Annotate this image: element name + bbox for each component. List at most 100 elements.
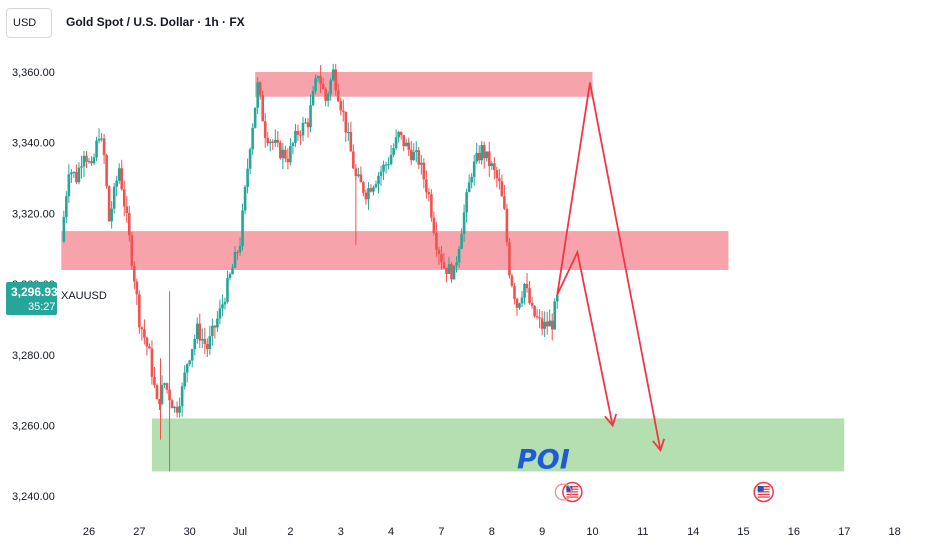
candle-body [178, 406, 181, 413]
time-tick-label: 9 [539, 526, 545, 538]
candle [236, 249, 239, 260]
candle-body [500, 181, 504, 197]
candle-body [321, 83, 325, 90]
price-tick-label: 3,340.00 [12, 138, 55, 150]
poi-label: POI [517, 444, 570, 475]
candle-body [414, 150, 418, 152]
candle [243, 184, 247, 215]
candle-body [105, 155, 108, 187]
candle [480, 141, 484, 165]
candle-body [289, 146, 292, 163]
candle-body [263, 121, 267, 139]
candle [324, 87, 327, 107]
candle [170, 398, 174, 409]
candle [148, 343, 151, 349]
candle [394, 129, 398, 151]
candle-body [200, 338, 204, 341]
candle [276, 131, 280, 148]
candle [382, 160, 385, 180]
candle [309, 94, 312, 133]
candle-body [133, 265, 136, 282]
candle-body [286, 158, 290, 163]
candle [306, 118, 310, 138]
candle [314, 74, 317, 94]
candle-body [75, 172, 78, 183]
candle [427, 188, 431, 202]
arrows-layer [556, 82, 665, 453]
candles-layer [62, 63, 559, 472]
candle [432, 211, 436, 236]
candle [92, 153, 96, 165]
candle [339, 97, 343, 116]
candle-body [379, 171, 383, 176]
candle [273, 129, 277, 148]
candle-body [450, 264, 453, 280]
candle-body [404, 142, 408, 147]
candle-body [243, 186, 247, 211]
candle [188, 359, 191, 367]
candle [397, 130, 400, 143]
candle-body [412, 151, 416, 161]
candle-body [241, 210, 244, 246]
candle-body [92, 157, 96, 164]
candle-body [525, 283, 529, 289]
price-axis[interactable]: 3,360.003,340.003,320.003,300.003,280.00… [12, 67, 55, 503]
candle-body [110, 208, 113, 222]
candle-body [195, 323, 199, 339]
candle [97, 128, 101, 144]
candle-body [384, 164, 388, 166]
candle [233, 246, 237, 269]
candle-body [306, 122, 310, 128]
candle-body [125, 206, 129, 214]
candle-body [339, 101, 343, 111]
candle-body [518, 303, 521, 308]
candle [540, 310, 544, 336]
candle-body [226, 278, 229, 302]
candle-body [153, 376, 156, 386]
projection-arrow-1 [556, 82, 662, 451]
candle [417, 146, 421, 170]
flag-stripe [566, 496, 579, 498]
candle-body [397, 132, 400, 138]
flag-stripe [566, 493, 579, 496]
candle-body [319, 76, 322, 84]
candle [145, 336, 149, 356]
candle-body [540, 318, 544, 329]
candle-body [77, 167, 81, 183]
candle [409, 140, 413, 165]
candle-body [530, 302, 534, 306]
candle [430, 189, 433, 222]
candle-body [100, 138, 103, 140]
candle-body [417, 150, 421, 165]
candle [387, 157, 390, 170]
candle [505, 203, 509, 247]
candle [221, 294, 224, 317]
candle-body [185, 364, 189, 373]
candle [133, 261, 136, 290]
candle [359, 166, 363, 183]
candle-body [347, 132, 350, 134]
candle-body [387, 164, 390, 166]
support-zone-2 [151, 418, 845, 472]
candle-body [72, 172, 76, 174]
candle-body [273, 140, 277, 143]
candle [231, 264, 234, 275]
candle-body [82, 155, 86, 167]
candle [140, 326, 144, 341]
time-axis[interactable]: 26 27 30 Jul 2 3 4 7 8 9 10 11 14 15 16 17 18 [83, 526, 901, 538]
candle [457, 246, 461, 268]
candle-body [70, 172, 73, 175]
candle-body [349, 132, 353, 152]
candle-body [67, 174, 71, 197]
candle [445, 267, 448, 283]
candle-body [170, 400, 174, 409]
candle [535, 308, 539, 320]
currency-selector[interactable]: USD [6, 8, 52, 38]
candle [437, 246, 441, 265]
candle-body [183, 372, 186, 387]
candle [503, 185, 506, 211]
candle-body [329, 80, 332, 94]
candle-body [374, 184, 378, 188]
candle [208, 325, 212, 356]
